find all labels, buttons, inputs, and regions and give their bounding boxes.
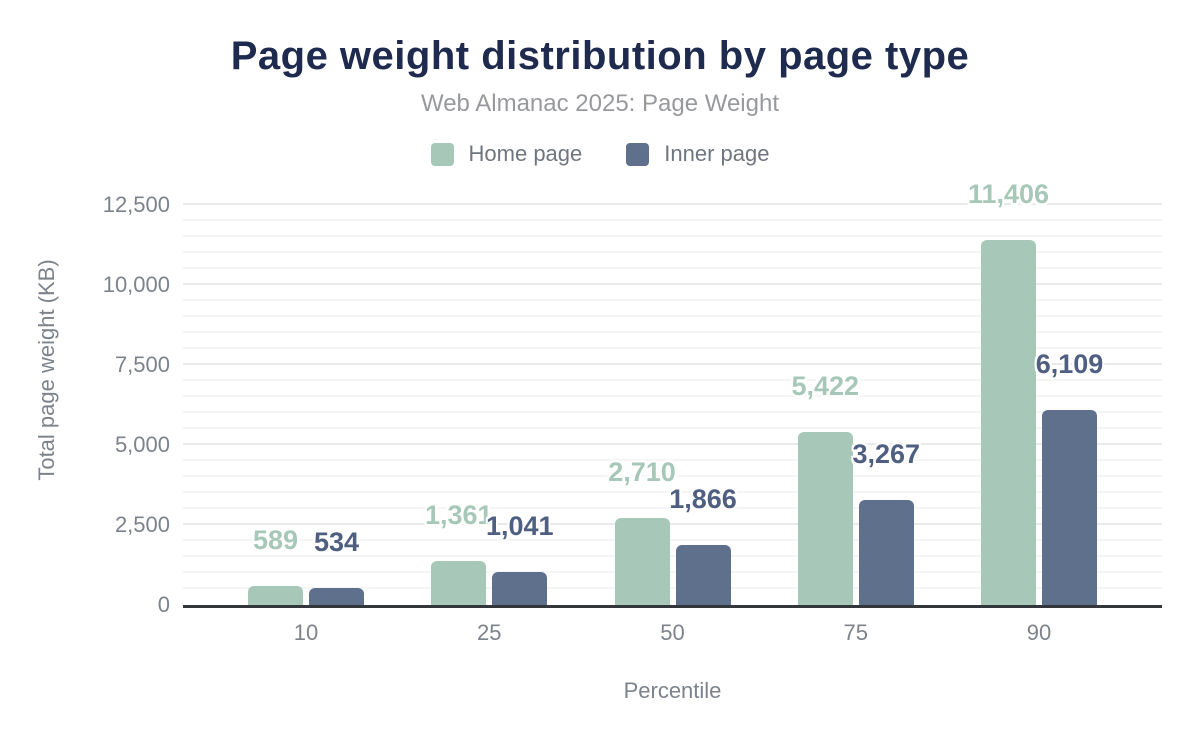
minor-gridline [183, 491, 1162, 493]
legend-item-inner-page[interactable]: Inner page [626, 141, 769, 167]
y-tick-label: 2,500 [114, 512, 170, 537]
legend-swatch-inner-page-icon [626, 142, 650, 166]
minor-gridline [183, 539, 1162, 541]
major-gridline [183, 443, 1162, 445]
bar-home-page-p90[interactable] [981, 240, 1036, 605]
minor-gridline [183, 395, 1162, 397]
minor-gridline [183, 299, 1162, 301]
bar-value-label: 1,866 [669, 484, 737, 515]
minor-gridline [183, 315, 1162, 317]
major-gridline [183, 523, 1162, 525]
y-tick-label: 7,500 [114, 352, 170, 377]
x-tick-label: 50 [660, 620, 685, 645]
minor-gridline [183, 507, 1162, 509]
minor-gridline [183, 555, 1162, 557]
bar-home-page-p75[interactable] [797, 431, 853, 605]
minor-gridline [183, 219, 1162, 221]
y-axis: 0 2,500 5,000 7,500 10,000 12,500 [0, 0, 170, 617]
bar-inner-page-p75[interactable] [858, 500, 914, 605]
legend-label-home-page: Home page [468, 141, 583, 166]
major-gridline [183, 283, 1162, 285]
bar-value-label: 5,422 [791, 370, 860, 401]
minor-gridline [183, 267, 1162, 269]
x-axis-line [183, 605, 1162, 608]
bar-inner-page-p50[interactable] [675, 545, 731, 605]
bar-home-page-p25[interactable] [431, 561, 487, 605]
minor-gridline [183, 427, 1162, 429]
minor-gridline [183, 331, 1162, 333]
legend-swatch-home-page-icon [430, 142, 454, 166]
minor-gridline [183, 411, 1162, 413]
minor-gridline [183, 475, 1162, 477]
y-tick-label: 12,500 [102, 192, 170, 217]
minor-gridline [183, 235, 1162, 237]
chart-title: Page weight distribution by page type [230, 34, 970, 78]
y-tick-label: 5,000 [114, 432, 170, 457]
bar-value-label: 534 [313, 526, 360, 557]
bar-inner-page-p90[interactable] [1042, 409, 1097, 605]
bar-value-label: 3,267 [852, 439, 921, 470]
minor-gridline [183, 571, 1162, 573]
minor-gridline [183, 459, 1162, 461]
chart-subtitle: Web Almanac 2025: Page Weight [420, 90, 779, 117]
bar-value-label: 2,710 [608, 457, 676, 488]
bar-value-label: 6,109 [1035, 348, 1104, 379]
bar-inner-page-p25[interactable] [492, 571, 548, 605]
x-tick-label: 25 [477, 620, 502, 645]
minor-gridline [183, 587, 1162, 589]
legend: Home page Inner page [0, 141, 1200, 167]
legend-label-inner-page: Inner page [664, 141, 770, 166]
bar-home-page-p10[interactable] [248, 586, 303, 605]
bar-value-label: 1,361 [424, 500, 493, 531]
x-tick-label: 75 [843, 620, 868, 645]
y-tick-label: 0 [157, 592, 170, 617]
bar-value-label: 589 [252, 525, 299, 556]
x-tick-label: 90 [1026, 620, 1052, 645]
minor-gridline [183, 347, 1162, 349]
x-tick-label: 10 [293, 620, 319, 645]
major-gridline [183, 363, 1162, 365]
y-tick-label: 10,000 [102, 272, 170, 297]
legend-item-home-page[interactable]: Home page [430, 141, 583, 167]
plot-area: 589 1,361 2,710 5,422 11,406 534 1,041 1,866 3,2… [183, 0, 1162, 645]
minor-gridline [183, 251, 1162, 253]
bar-value-label: 1,041 [485, 510, 554, 541]
bar-value-label: 11,406 [967, 179, 1050, 210]
x-axis-title: Percentile [623, 678, 722, 703]
bar-inner-page-p10[interactable] [309, 587, 364, 605]
major-gridline [183, 203, 1162, 205]
bar-home-page-p50[interactable] [614, 518, 670, 605]
minor-gridline [183, 379, 1162, 381]
